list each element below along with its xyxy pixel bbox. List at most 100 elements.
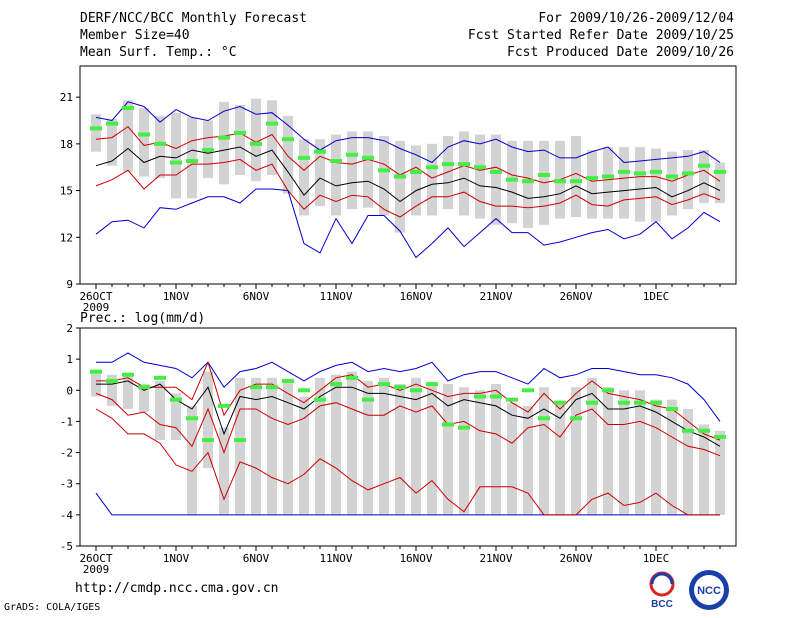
series-line-p10 bbox=[95, 158, 721, 218]
spread-box bbox=[299, 396, 309, 515]
spread-box bbox=[475, 390, 485, 515]
plot-frame bbox=[79, 65, 737, 285]
x-year-label: 2009 bbox=[83, 563, 110, 576]
x-tick-label: 6NOV bbox=[243, 552, 270, 565]
spread-box bbox=[715, 162, 725, 204]
observation-marker bbox=[442, 422, 454, 427]
y-tick-label: -1 bbox=[60, 415, 73, 428]
spread-box bbox=[523, 405, 533, 515]
observation-marker bbox=[218, 135, 230, 140]
spread-box bbox=[395, 384, 405, 515]
observation-marker bbox=[122, 372, 134, 377]
spread-box bbox=[139, 384, 149, 413]
observation-marker bbox=[554, 400, 566, 405]
observation-marker bbox=[570, 416, 582, 421]
observation-marker bbox=[458, 425, 470, 430]
y-tick-label: 18 bbox=[60, 138, 73, 151]
series-line-min bbox=[95, 188, 721, 259]
spread-box bbox=[379, 136, 389, 216]
x-tick-label: 6NOV bbox=[243, 290, 270, 303]
spread-box bbox=[379, 377, 389, 515]
observation-marker bbox=[522, 179, 534, 184]
x-tick-label: 21NOV bbox=[479, 290, 512, 303]
observation-marker bbox=[250, 141, 262, 146]
observation-marker bbox=[330, 382, 342, 387]
spread-box bbox=[235, 104, 245, 175]
spread-box bbox=[331, 374, 341, 515]
spread-box bbox=[491, 384, 501, 515]
observation-marker bbox=[202, 438, 214, 443]
spread-box bbox=[571, 136, 581, 218]
spread-box bbox=[267, 100, 277, 175]
spread-box bbox=[443, 136, 453, 210]
observation-marker bbox=[170, 397, 182, 402]
observation-marker bbox=[602, 174, 614, 179]
observation-marker bbox=[282, 378, 294, 383]
spread-box bbox=[427, 384, 437, 515]
spread-box bbox=[475, 134, 485, 219]
series-line-max bbox=[96, 352, 721, 422]
observation-marker bbox=[650, 169, 662, 174]
observation-marker bbox=[426, 382, 438, 387]
bcc-logo: BCC bbox=[649, 571, 675, 610]
spread-box bbox=[219, 101, 229, 185]
spread-box bbox=[507, 402, 517, 515]
observation-marker bbox=[554, 179, 566, 184]
spread-box bbox=[539, 387, 549, 515]
panel-2: -5 -4 -3 -2 -1 0 1 2 26OCT 1NOV 6NOV 11NOV 16NOV 21NO… bbox=[60, 322, 737, 576]
y-tick-label: 0 bbox=[66, 384, 73, 397]
spread-box bbox=[171, 112, 181, 199]
start-date: Fcst Started Refer Date 2009/10/25 bbox=[467, 28, 734, 43]
spread-box bbox=[219, 427, 229, 515]
x-tick-label: 16NOV bbox=[399, 552, 432, 565]
spread-box bbox=[139, 108, 149, 177]
observation-marker bbox=[714, 169, 726, 174]
y-tick-label: 9 bbox=[66, 278, 73, 291]
observation-marker bbox=[234, 130, 246, 135]
observation-marker bbox=[170, 160, 182, 165]
spread-box bbox=[395, 140, 405, 233]
observation-marker bbox=[202, 148, 214, 153]
x-tick-label: 1NOV bbox=[163, 290, 190, 303]
y-tick-label: 2 bbox=[66, 322, 73, 335]
footer-url[interactable]: http://cmdp.ncc.cma.gov.cn bbox=[75, 581, 279, 596]
spread-box bbox=[187, 405, 197, 515]
observation-marker bbox=[650, 400, 662, 405]
observation-marker bbox=[538, 173, 550, 177]
spread-box bbox=[619, 390, 629, 515]
observation-marker bbox=[522, 388, 534, 393]
y-tick-label: 15 bbox=[60, 185, 73, 198]
observation-marker bbox=[490, 169, 502, 174]
spread-box bbox=[587, 150, 597, 219]
spread-box bbox=[251, 98, 261, 182]
x-tick-label: 1DEC bbox=[643, 290, 670, 303]
spread-box bbox=[155, 380, 165, 441]
x-tick-label: 11NOV bbox=[319, 552, 352, 565]
series-line-p90 bbox=[95, 126, 721, 184]
forecast-period: For 2009/10/26-2009/12/04 bbox=[538, 11, 734, 26]
spread-box bbox=[347, 131, 357, 210]
spread-box bbox=[283, 115, 293, 194]
spread-box bbox=[571, 387, 581, 515]
observation-marker bbox=[346, 152, 358, 157]
x-tick-label: 26NOV bbox=[559, 552, 592, 565]
plot-frame bbox=[79, 327, 737, 547]
spread-box bbox=[459, 131, 469, 216]
spread-box bbox=[203, 371, 213, 469]
observation-marker bbox=[410, 169, 422, 174]
spread-box bbox=[155, 115, 165, 179]
variable-label: Mean Surf. Temp.: °C bbox=[80, 45, 237, 60]
spread-box bbox=[603, 387, 613, 515]
observation-marker bbox=[634, 171, 646, 176]
observation-marker bbox=[314, 149, 326, 154]
observation-marker bbox=[666, 406, 678, 411]
observation-marker bbox=[282, 137, 294, 142]
observation-marker bbox=[538, 416, 550, 421]
observation-marker bbox=[698, 428, 710, 433]
observation-marker bbox=[490, 394, 502, 399]
observation-marker bbox=[394, 174, 406, 179]
observation-marker bbox=[138, 385, 150, 390]
observation-marker bbox=[298, 155, 310, 160]
spread-box bbox=[459, 387, 469, 515]
observation-marker bbox=[90, 126, 102, 131]
